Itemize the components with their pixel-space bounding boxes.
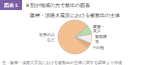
slice-label: 救助隊等 [94,34,107,43]
slice-label-line: 等 [95,39,99,44]
slice-label-line: など [47,37,55,42]
plot: 近所の人など 家族・友人救助隊等その他 [39,20,107,54]
slice [75,37,91,48]
slices [58,20,92,54]
header: 図表１ ８割が地域の力で救出の図表 [0,0,90,10]
header-text: 図表１ [4,2,19,8]
subtitle: ８割が地域の力で救出の図表 [25,2,90,8]
header-box [0,0,22,10]
slice-label: その他 [92,45,104,50]
slice-labels: 近所の人など 家族・友人救助隊等その他 [39,24,107,50]
slice-label: 近所の人など [39,32,55,41]
slice-label-line: その他 [92,45,104,50]
slice-label: 家族・友人 [93,24,105,33]
chart: 図表１ ８割が地域の力で救出の図表阪神・淡路大震災における被救出の主体近所の人など… [0,0,150,65]
title: 阪神・淡路大震災における被救出の主体 [30,12,120,18]
note: 注：阪神・淡路大震災における被救出の主体に関する調査より作成 [2,60,122,65]
slice-label-line: 友人 [93,28,101,33]
